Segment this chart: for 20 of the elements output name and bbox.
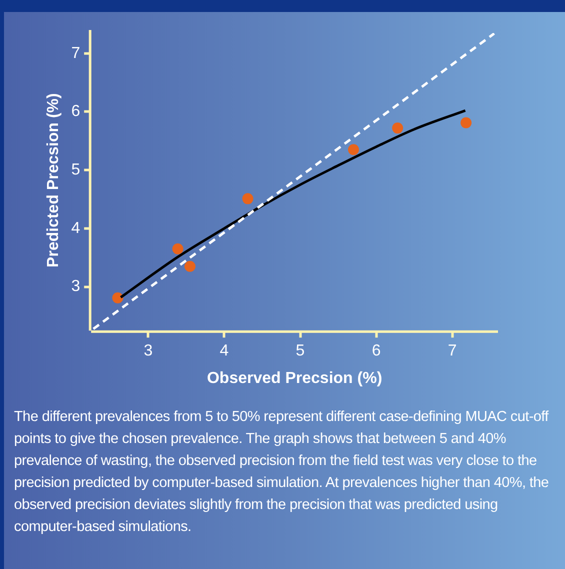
y-tick-label: 3 [71, 278, 80, 296]
y-tick-label: 4 [71, 220, 80, 237]
x-tick-label: 7 [448, 342, 457, 360]
x-tick-label: 5 [296, 342, 305, 360]
x-axis-title: Observed Precsion (%) [206, 370, 382, 387]
x-tick-label: 4 [220, 342, 229, 360]
point [348, 144, 359, 156]
x-tick-label: 6 [372, 342, 381, 360]
point [112, 292, 124, 304]
point [242, 193, 254, 204]
point [172, 243, 184, 254]
point [184, 260, 196, 272]
x-tick-label: 3 [144, 342, 153, 360]
point [460, 117, 472, 128]
text: The different prevalences from 5 to 50% represent different case-defining MUAC cut-off points to give the chosen prevalence. The graph shows that between 5 and 40% prevalence of wasting, the observed precision from the field test was very close to the precision predicted by computer-based simulation. At prevalences higher than 40%, the observed precision deviates slightly from the precision that was predicted using computer-based simulations. [14, 408, 550, 537]
point [392, 122, 404, 134]
y-axis-title: Predicted Precsion (%) [45, 93, 62, 268]
y-tick-label: 5 [71, 161, 80, 178]
y-tick-label: 7 [71, 44, 80, 62]
y-tick-label: 6 [71, 103, 80, 120]
